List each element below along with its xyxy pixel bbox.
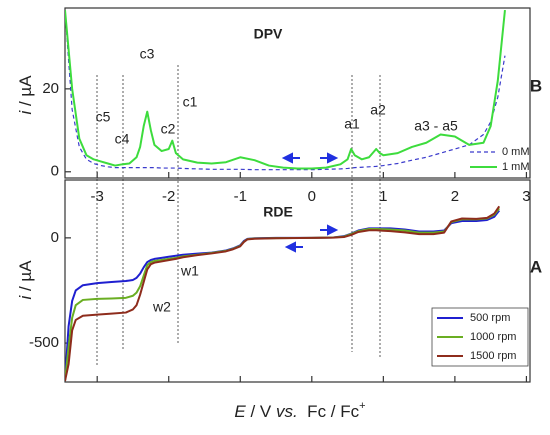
legend-label: 1 mM [502,161,530,173]
plot-area [65,9,506,171]
legend-label: 0 mM [502,146,530,158]
plot-area [65,205,501,382]
x-tick-label: 0 [308,188,316,205]
y-label-part: i [16,110,35,115]
legend-label: 1500 rpm [470,350,516,362]
guide-lines [96,65,381,365]
peak-label: a3 - a5 [414,118,458,134]
peak-label: a1 [344,116,360,132]
panel-label: B [530,76,542,95]
peak-label: w2 [152,299,171,315]
x-label-part: / V [246,402,276,421]
panel-frame [64,7,531,179]
x-axis-label: E / V vs. Fc / Fc+ [234,400,365,422]
y-tick-label: -500 [29,334,59,351]
peak-label: a2 [370,102,386,118]
peak-label: c2 [161,121,176,137]
panel-title: DPV [254,26,283,42]
panel-title: RDE [263,204,293,220]
panel-label: A [530,257,542,276]
legend-label: 500 rpm [470,312,510,324]
data-line [65,205,501,382]
y-tick-label: 0 [51,163,59,180]
data-line [65,10,506,171]
x-label-part: E [234,402,246,421]
y-tick-label: 0 [51,229,59,246]
arrows [281,152,339,253]
x-tick-label: 1 [379,188,387,205]
x-label-part: Fc / Fc [298,402,360,421]
peak-label: c3 [140,46,155,62]
peak-label: c4 [115,131,130,147]
y-label-part: / µA [16,260,35,296]
y-label-part: i [16,295,35,300]
legend-label: 1000 rpm [470,331,516,343]
y-label-part: / µA [16,75,35,111]
peak-label: w1 [180,263,199,279]
x-tick-label: 2 [451,188,459,205]
x-label-part: + [359,400,365,412]
panel-frame [64,179,531,383]
peak-label: c5 [96,109,111,125]
x-tick-label: -3 [91,188,104,205]
peak-label: c1 [183,94,198,110]
y-axis-label: i / µA [16,75,35,115]
x-label-part: vs. [276,402,298,421]
y-tick-label: 20 [42,80,59,97]
x-tick-label: 3 [522,188,530,205]
x-tick-label: -1 [234,188,247,205]
y-axis-label: i / µA [16,260,35,300]
data-line [65,9,506,170]
x-tick-label: -2 [162,188,175,205]
